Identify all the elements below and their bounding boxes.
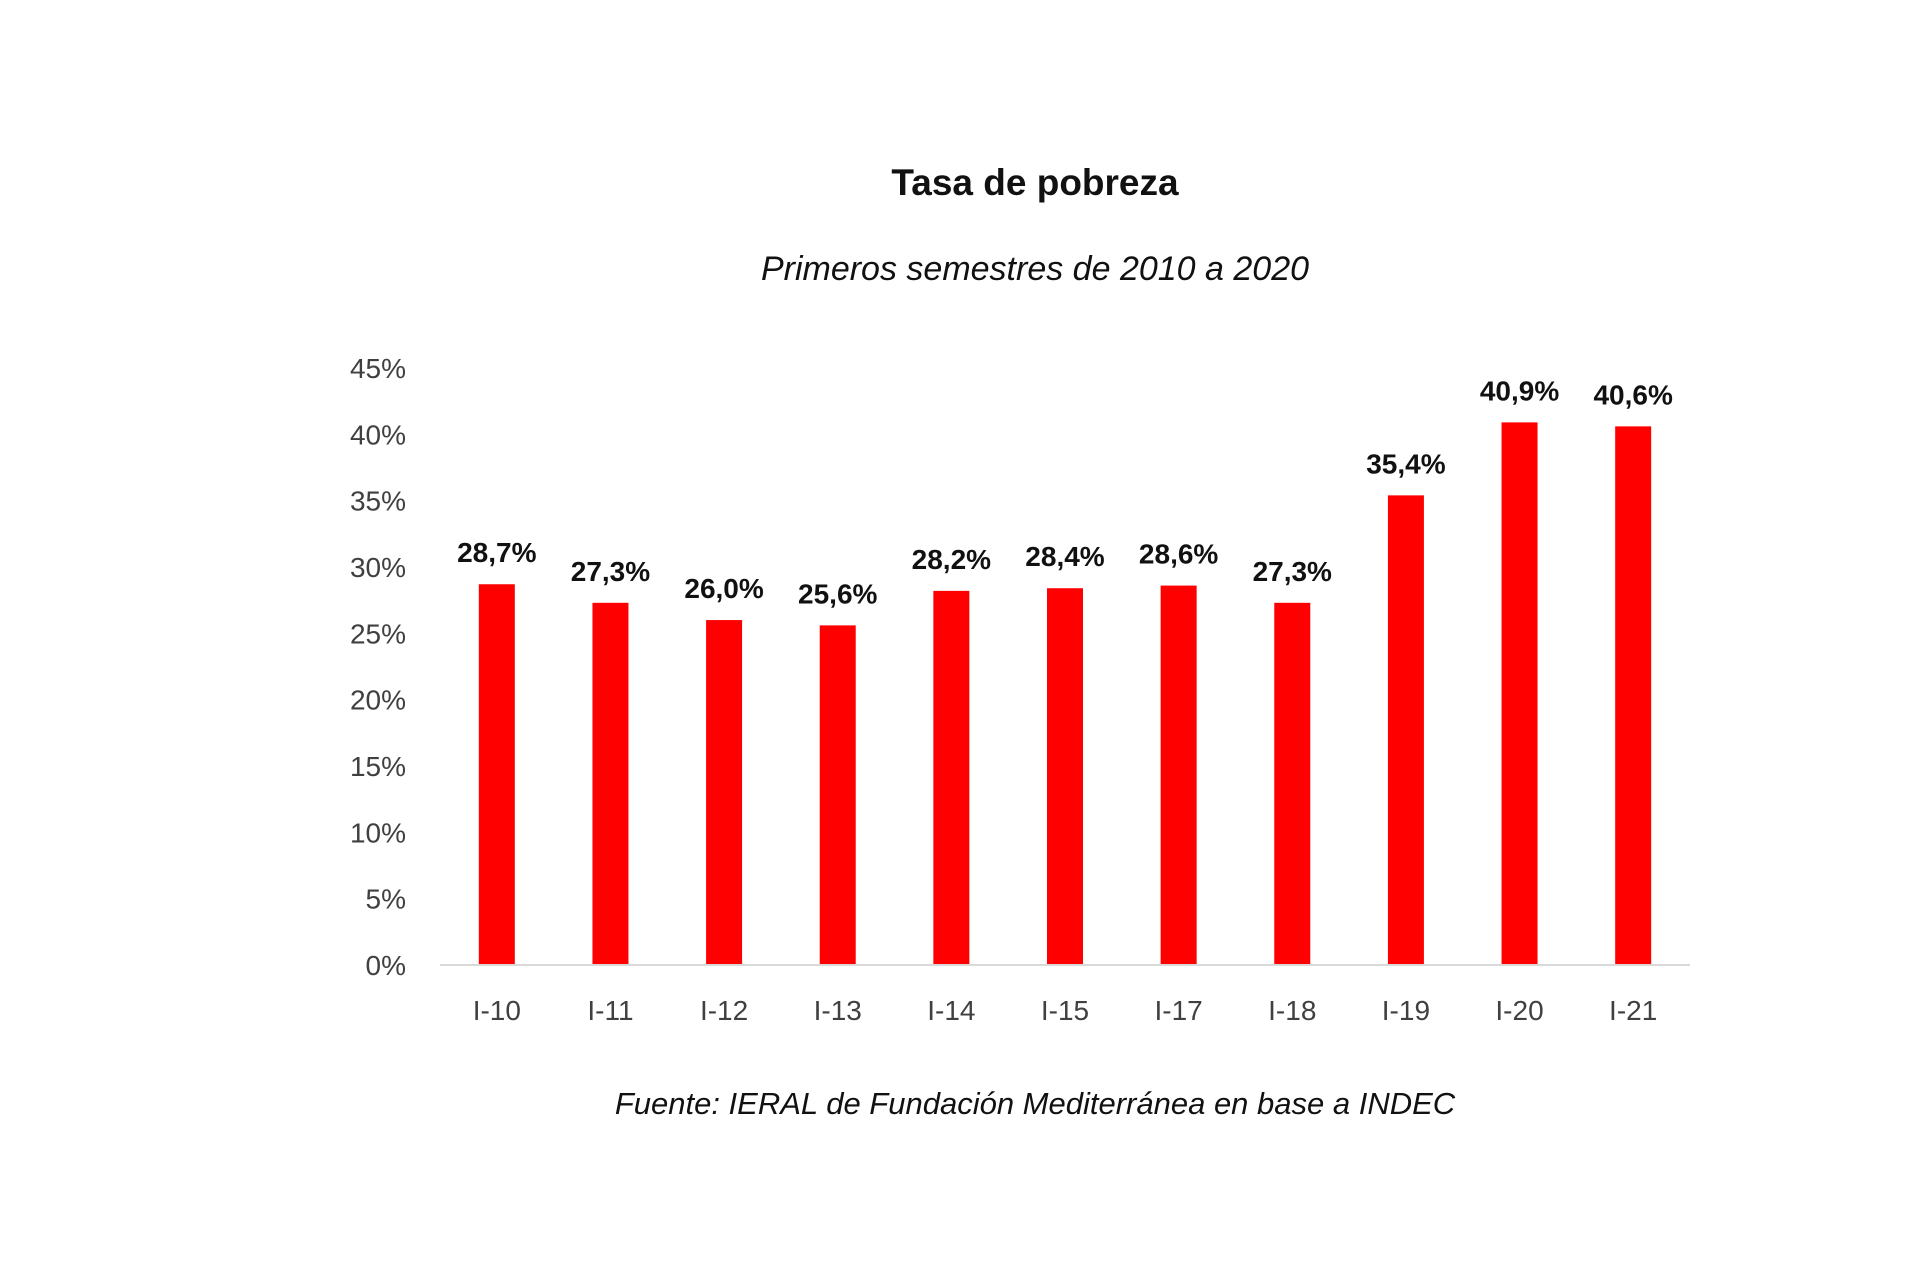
bar-data-label: 28,4% [1025, 541, 1104, 572]
bar-data-label: 40,9% [1480, 375, 1559, 406]
x-axis: I-10 I-11 I-12 I-13 I-14 I-15 I-17 I-18 I-19 I-20… [440, 964, 1690, 1026]
x-tick-label: I-11 [587, 995, 633, 1026]
bar-data-label: 40,6% [1593, 379, 1672, 410]
bar [1047, 588, 1083, 965]
bar-data-label: 25,6% [798, 578, 877, 609]
y-tick-label: 15% [350, 751, 406, 782]
bar [1615, 426, 1652, 966]
y-axis: 0% 5% 10% 15% 20% 25% 30% 35% 40% 45% [350, 353, 406, 981]
x-tick-label: I-17 [1155, 995, 1203, 1026]
x-tick-label: I-12 [700, 995, 748, 1026]
data-labels: 28,7% 27,3% 26,0% 25,6% 28,2% 28,4% 28,6% 27,3%… [457, 375, 1673, 609]
y-tick-label: 40% [350, 419, 406, 450]
chart-source-note: Fuente: IERAL de Fundación Mediterránea … [614, 1086, 1456, 1121]
x-tick-label: I-15 [1041, 995, 1089, 1026]
bar-data-label: 28,6% [1139, 539, 1218, 570]
bars [478, 422, 1652, 966]
chart-title: Tasa de pobreza [891, 162, 1179, 203]
y-tick-label: 35% [350, 486, 406, 517]
y-tick-label: 10% [350, 817, 406, 848]
bar [819, 625, 856, 965]
bar [933, 590, 970, 965]
bar-data-label: 35,4% [1366, 448, 1445, 479]
y-tick-label: 0% [366, 950, 406, 981]
y-tick-label: 30% [350, 552, 406, 583]
bar-data-label: 28,7% [457, 537, 536, 568]
x-tick-label: I-14 [927, 995, 975, 1026]
bar-data-label: 28,2% [912, 544, 991, 575]
bar [478, 584, 515, 965]
bar-data-label: 26,0% [684, 573, 763, 604]
x-tick-label: I-18 [1268, 995, 1316, 1026]
x-tick-label: I-19 [1382, 995, 1430, 1026]
y-tick-label: 25% [350, 618, 406, 649]
x-tick-label: I-13 [814, 995, 862, 1026]
bar-data-label: 27,3% [1253, 556, 1332, 587]
bar [1387, 495, 1424, 965]
bar [1274, 602, 1311, 965]
chart-subtitle: Primeros semestres de 2010 a 2020 [760, 250, 1310, 288]
bar [706, 620, 743, 965]
bar [1501, 422, 1538, 966]
bar [592, 602, 629, 965]
bar-data-label: 27,3% [571, 556, 650, 587]
y-tick-label: 20% [350, 685, 406, 716]
x-tick-label: I-10 [473, 995, 521, 1026]
x-tick-label: I-21 [1609, 995, 1657, 1026]
y-tick-label: 45% [350, 353, 406, 384]
bar [1160, 585, 1197, 965]
x-tick-label: I-20 [1495, 995, 1543, 1026]
y-tick-label: 5% [366, 884, 406, 915]
